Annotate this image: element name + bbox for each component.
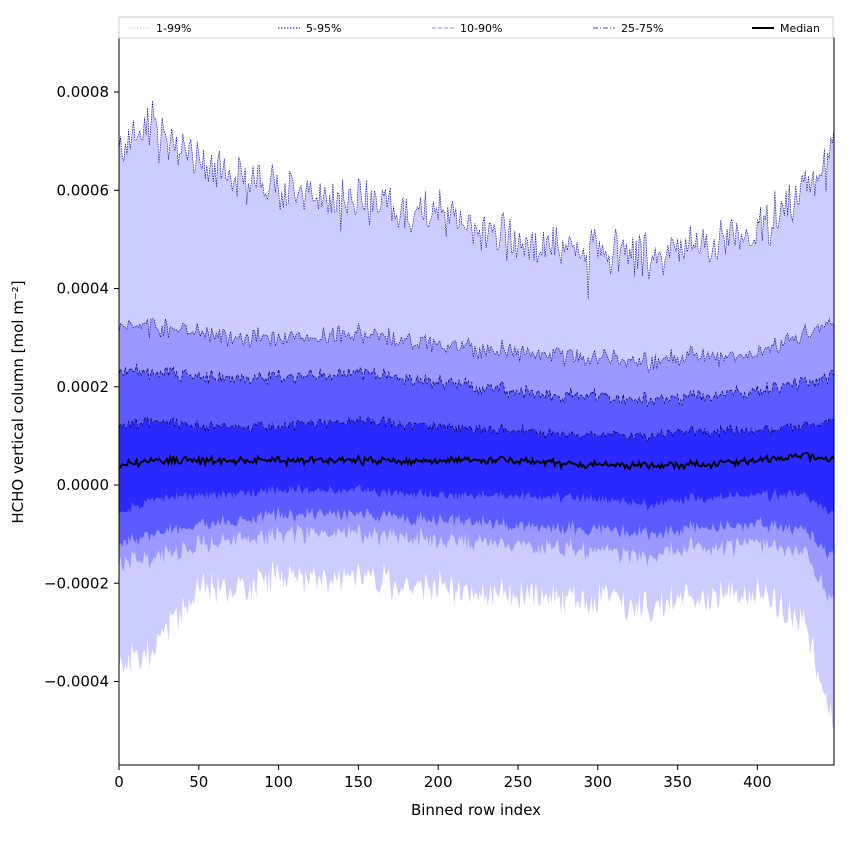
legend-label: 1-99% (156, 22, 191, 35)
y-axis-label: HCHO vertical column [mol m⁻²] (9, 280, 27, 523)
line-p99 (118, 100, 835, 300)
y-axis-ticks: −0.0004 −0.0002 0.0000 0.0002 0.0004 0.0006 0.… (44, 83, 119, 690)
x-tick-label: 400 (743, 773, 772, 791)
y-tick-label: 0.0002 (57, 378, 110, 396)
x-tick-label: 350 (663, 773, 692, 791)
y-tick-label: 0.0006 (57, 181, 110, 199)
x-tick-label: 100 (264, 773, 293, 791)
x-tick-label: 50 (189, 773, 208, 791)
legend-box (118, 16, 834, 39)
y-tick-label: 0.0004 (57, 280, 110, 298)
y-tick-label: 0.0008 (57, 83, 110, 101)
x-axis-ticks: 0 50 100 150 200 250 300 350 400 (114, 765, 772, 791)
legend-label: 25-75% (621, 22, 663, 35)
legend-label: 5-95% (306, 22, 341, 35)
x-tick-label: 250 (504, 773, 533, 791)
median-line (118, 451, 835, 471)
x-tick-label: 300 (583, 773, 612, 791)
x-tick-label: 150 (344, 773, 373, 791)
y-tick-label: −0.0002 (44, 574, 109, 592)
x-tick-label: 200 (424, 773, 453, 791)
x-tick-label: 0 (114, 773, 124, 791)
line-p90 (118, 363, 835, 408)
legend-label: 10-90% (460, 22, 502, 35)
percentile-lines (118, 100, 835, 471)
band-25-75 (119, 416, 834, 516)
line-p75 (118, 415, 835, 444)
legend: 1-99% 5-95% 10-90% 25-75% Median (118, 16, 834, 39)
y-tick-label: 0.0000 (57, 476, 110, 494)
x-axis-label: Binned row index (411, 801, 541, 819)
percentile-bands (119, 100, 834, 729)
line-p95 (118, 317, 835, 374)
y-tick-label: −0.0004 (44, 672, 109, 690)
legend-label: Median (780, 22, 820, 35)
